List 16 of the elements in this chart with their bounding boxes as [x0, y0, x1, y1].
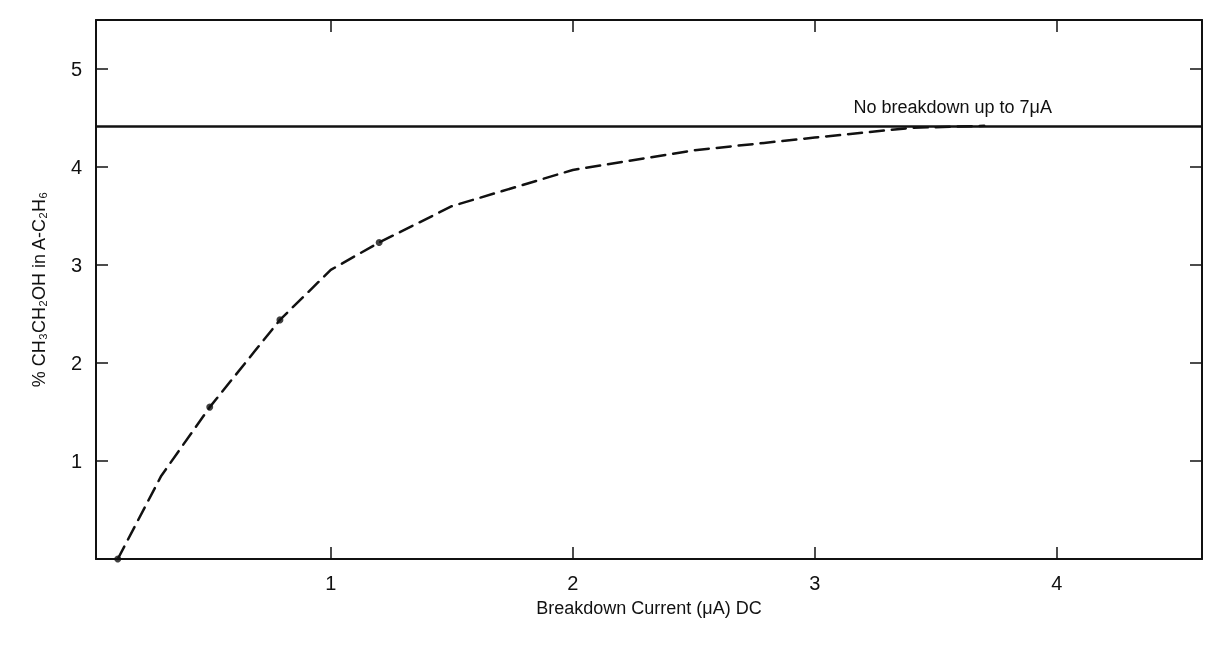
point — [114, 555, 122, 563]
x-tick-label: 4 — [1051, 572, 1063, 594]
ref-line-label: No breakdown up to 7μA — [853, 96, 1052, 117]
y-tick-label: 4 — [70, 156, 82, 178]
point — [206, 403, 214, 411]
x-axis-title: Breakdown Current (μA) DC — [536, 598, 762, 618]
point — [276, 316, 284, 324]
y-tick-label: 5 — [70, 58, 82, 80]
y-tick-label: 1 — [70, 450, 82, 472]
y-axis-title: % CH₃CH₂OH in A-C₂H₆ — [29, 191, 49, 388]
point — [375, 238, 383, 246]
x-tick-label: 2 — [567, 572, 579, 594]
y-tick-label: 2 — [70, 352, 82, 374]
y-tick-label: 3 — [70, 254, 82, 276]
x-tick-label: 1 — [325, 572, 337, 594]
x-tick-label: 3 — [809, 572, 821, 594]
